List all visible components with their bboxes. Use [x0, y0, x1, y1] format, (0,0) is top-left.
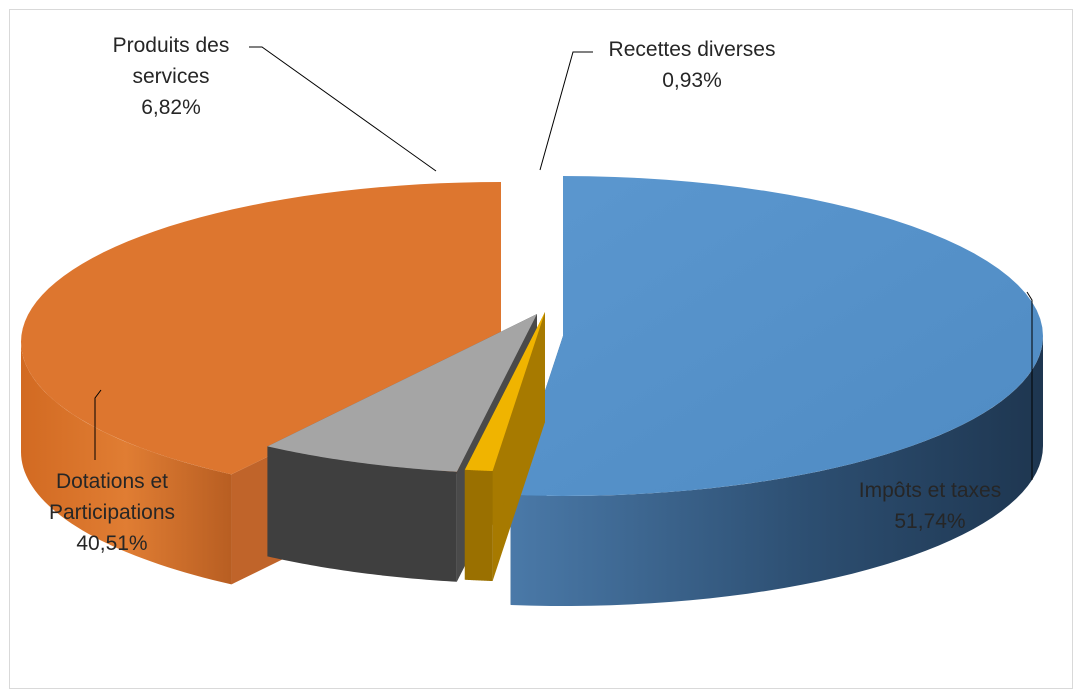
data-label-produits-des-services: Produits des services 6,82% [113, 34, 230, 119]
leader-line-dotations-et-participations [94, 389, 102, 460]
label-category: Impôts et taxes [859, 479, 1001, 502]
leader-line-produits-des-services [249, 46, 437, 172]
pie-labels: Impôts et taxes 51,74% Recettes diverses 0,… [49, 34, 1033, 555]
label-category: services [132, 65, 209, 88]
data-label-dotations-et-participations: Dotations et Participations 40,51% [49, 470, 175, 555]
label-percentage: 51,74% [894, 510, 965, 533]
label-percentage: 40,51% [76, 532, 147, 555]
label-percentage: 0,93% [662, 69, 722, 92]
slice-side [267, 446, 457, 582]
label-category: Recettes diverses [609, 38, 776, 61]
data-label-recettes-diverses: Recettes diverses 0,93% [609, 38, 776, 92]
slice-top [464, 312, 545, 472]
slice-imp-ts-et-taxes [510, 176, 1043, 606]
slice-recettes-diverses [464, 312, 545, 582]
slice-top [267, 314, 537, 472]
slice-top [510, 176, 1043, 496]
label-category: Produits des [113, 34, 230, 57]
pie-chart: Impôts et taxes 51,74% Recettes diverses 0,… [21, 34, 1043, 606]
label-category: Dotations et [56, 470, 168, 493]
label-percentage: 6,82% [141, 96, 201, 119]
label-category: Participations [49, 501, 175, 524]
slice-side [21, 342, 232, 585]
data-label-imp-ts-et-taxes: Impôts et taxes 51,74% [859, 479, 1001, 533]
slice-side [510, 336, 1043, 606]
pie-slices [21, 176, 1043, 606]
slice-side [464, 469, 493, 582]
slice-top [21, 182, 501, 475]
leader-line-recettes-diverses [539, 51, 593, 171]
leader-line-imp-ts-et-taxes [1026, 291, 1033, 480]
